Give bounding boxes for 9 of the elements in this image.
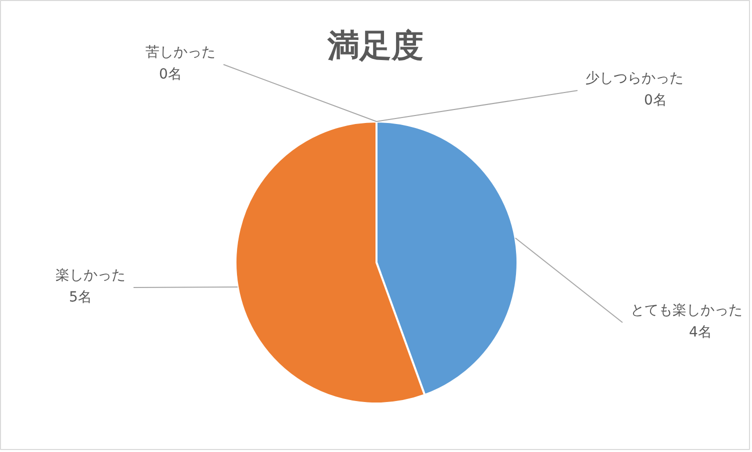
text: 0名	[644, 92, 667, 108]
chart-title: 満足度	[326, 26, 424, 64]
category-label: 少しつらかった	[586, 70, 684, 86]
data-label: 5名	[69, 290, 92, 306]
category-label: 苦しかった	[146, 44, 216, 60]
slice-label: とても楽しかった	[630, 302, 742, 318]
slice-label: 楽しかった	[56, 268, 126, 284]
data-label: 4名	[689, 324, 712, 340]
text: 0名	[159, 66, 182, 82]
